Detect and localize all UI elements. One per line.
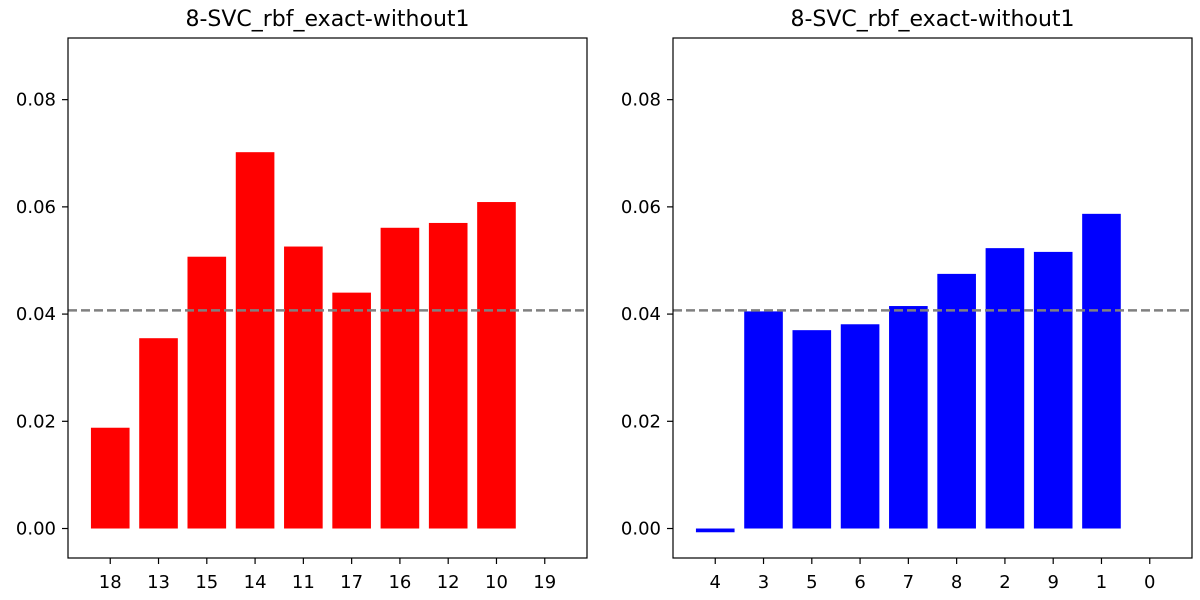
- bar-9: [1033, 251, 1073, 529]
- y-tick-label: 0.00: [16, 519, 56, 540]
- y-tick-label: 0.02: [621, 411, 661, 432]
- x-tick-label: 6: [854, 572, 865, 593]
- bar-4: [695, 528, 735, 533]
- y-tick-label: 0.04: [16, 304, 56, 325]
- x-tick-label: 12: [437, 572, 460, 593]
- chart-title: 8-SVC_rbf_exact-without1: [185, 7, 469, 32]
- bar-18: [90, 427, 130, 529]
- x-tick-label: 2: [999, 572, 1010, 593]
- bar-2: [985, 248, 1025, 529]
- bar-13: [139, 338, 178, 529]
- x-tick-label: 15: [195, 572, 218, 593]
- y-tick-label: 0.08: [16, 90, 56, 111]
- x-tick-label: 8: [951, 572, 962, 593]
- x-tick-label: 0: [1144, 572, 1155, 593]
- bar-8: [937, 273, 976, 529]
- x-tick-label: 16: [388, 572, 411, 593]
- bar-17: [332, 292, 371, 529]
- x-tick-label: 5: [806, 572, 817, 593]
- bar-14: [235, 152, 275, 529]
- y-tick-label: 0.00: [621, 519, 661, 540]
- y-tick-label: 0.04: [621, 304, 661, 325]
- x-tick-label: 19: [533, 572, 556, 593]
- bar-7: [889, 306, 928, 529]
- x-tick-label: 9: [1047, 572, 1058, 593]
- x-tick-label: 11: [292, 572, 315, 593]
- x-tick-label: 7: [903, 572, 914, 593]
- x-tick-label: 14: [244, 572, 267, 593]
- left-chart-panel: 0.00 0.02 0.04 0.06 0.08 18 13 15 14 11 17 16 12 10 19…: [16, 7, 588, 593]
- x-tick-label: 13: [147, 572, 170, 593]
- chart-title: 8-SVC_rbf_exact-without1: [790, 7, 1074, 32]
- axes-frame: [67, 37, 588, 559]
- bar-5: [792, 330, 832, 529]
- x-tick-label: 17: [340, 572, 363, 593]
- bar-11: [284, 246, 323, 529]
- axes-frame: [672, 37, 1193, 559]
- x-tick-label: 10: [485, 572, 508, 593]
- y-tick-label: 0.06: [16, 197, 56, 218]
- bar-1: [1082, 213, 1121, 529]
- bar-6: [840, 324, 880, 529]
- bar-12: [428, 222, 468, 529]
- x-tick-label: 4: [710, 572, 721, 593]
- y-tick-label: 0.08: [621, 90, 661, 111]
- y-tick-label: 0.02: [16, 411, 56, 432]
- bar-15: [187, 256, 227, 529]
- bar-16: [380, 227, 420, 529]
- y-tick-label: 0.06: [621, 197, 661, 218]
- x-tick-label: 18: [99, 572, 122, 593]
- right-chart-panel: 0.00 0.02 0.04 0.06 0.08 4 3 5 6 7 8 2 9 1 0 8-SVC_rbf_…: [621, 7, 1193, 593]
- bar-10: [477, 202, 516, 529]
- bar-3: [744, 311, 783, 529]
- x-tick-label: 3: [758, 572, 769, 593]
- x-tick-label: 1: [1096, 572, 1107, 593]
